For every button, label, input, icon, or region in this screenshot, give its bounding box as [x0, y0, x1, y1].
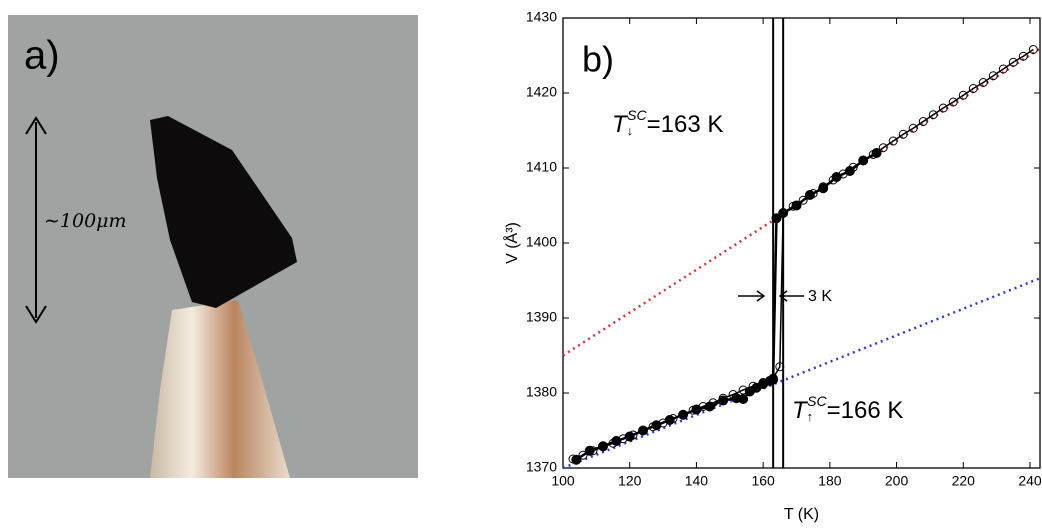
annotation-sub: ↓	[627, 123, 634, 138]
data-point	[691, 404, 702, 415]
annotation-symbol: T	[612, 111, 629, 138]
data-point	[584, 445, 595, 456]
data-point	[598, 441, 609, 452]
data-point	[938, 103, 948, 113]
width-label: 3 K	[808, 288, 832, 305]
annotation: T↑SC=166 K	[792, 393, 903, 425]
series-line	[562, 277, 1041, 470]
y-tick-label: 1410	[526, 159, 557, 175]
data-point	[968, 84, 978, 93]
data-point	[611, 436, 622, 446]
data-point	[948, 97, 958, 107]
data-point	[804, 190, 815, 200]
data-point	[958, 90, 968, 100]
data-point	[651, 420, 662, 431]
data-point	[778, 208, 789, 218]
data-point	[898, 129, 908, 139]
data-point	[678, 409, 689, 420]
panel-label: a)	[24, 34, 60, 78]
annotation: T↓SC=163 K	[612, 107, 723, 139]
x-tick-label: 140	[685, 473, 709, 489]
data-point	[571, 454, 582, 465]
data-point	[718, 395, 729, 406]
annotation-sub: ↑	[807, 409, 814, 424]
data-point	[771, 213, 782, 224]
y-tick-label: 1430	[526, 9, 557, 25]
data-point	[831, 172, 842, 182]
data-point	[791, 200, 802, 211]
data-point	[624, 431, 635, 442]
series-line	[575, 151, 878, 461]
y-tick-label: 1380	[526, 384, 557, 400]
annotation-symbol: T	[792, 397, 809, 424]
data-point	[775, 362, 785, 372]
data-point	[988, 71, 998, 81]
data-point	[978, 78, 988, 87]
scale-label: ∼100μm	[44, 210, 127, 232]
scale-arrow-heads	[25, 116, 47, 324]
data-point	[818, 183, 829, 194]
data-point	[738, 394, 749, 404]
x-tick-label: 180	[818, 473, 842, 489]
data-point	[878, 143, 888, 153]
annotation-text: =166 K	[827, 397, 904, 424]
x-axis-label: T (K)	[784, 506, 819, 523]
data-point	[1008, 57, 1018, 67]
x-tick-label: 240	[1018, 473, 1042, 489]
data-point	[704, 401, 715, 412]
x-tick-label: 120	[618, 473, 642, 489]
data-point	[1028, 45, 1038, 54]
data-point	[844, 166, 855, 176]
data-point	[638, 425, 649, 436]
data-point	[928, 110, 938, 120]
panel-label: b)	[582, 39, 614, 80]
data-point	[1018, 51, 1028, 61]
annotation-text: =163 K	[647, 111, 724, 138]
y-tick-label: 1390	[526, 309, 557, 325]
annotation-sup: SC	[807, 393, 827, 409]
x-tick-label: 200	[885, 473, 909, 489]
data-point	[858, 155, 869, 166]
data-point	[768, 374, 779, 385]
data-point	[888, 136, 898, 146]
crystal	[150, 116, 297, 308]
data-point	[798, 195, 808, 205]
width-arrows	[738, 290, 804, 302]
data-point	[998, 64, 1008, 74]
photo-panel: a) ∼100μm	[8, 15, 418, 478]
y-tick-label: 1420	[526, 84, 557, 100]
y-axis-label: V (Å³)	[502, 222, 521, 264]
x-tick-label: 100	[551, 473, 575, 489]
y-tick-label: 1370	[526, 459, 557, 475]
x-tick-label: 160	[751, 473, 775, 489]
data-point	[908, 123, 918, 133]
data-point	[664, 415, 675, 425]
data-point	[918, 117, 928, 126]
pin	[150, 300, 290, 478]
data-point	[871, 148, 882, 158]
y-tick-label: 1400	[526, 234, 557, 250]
x-tick-label: 220	[952, 473, 976, 489]
chart: 100 120 140 160 180 200 220 240 1370 1380 1390 1400…	[502, 9, 1042, 524]
data-point	[578, 450, 588, 460]
annotation-sup: SC	[627, 107, 647, 123]
plot-frame	[562, 17, 1041, 469]
